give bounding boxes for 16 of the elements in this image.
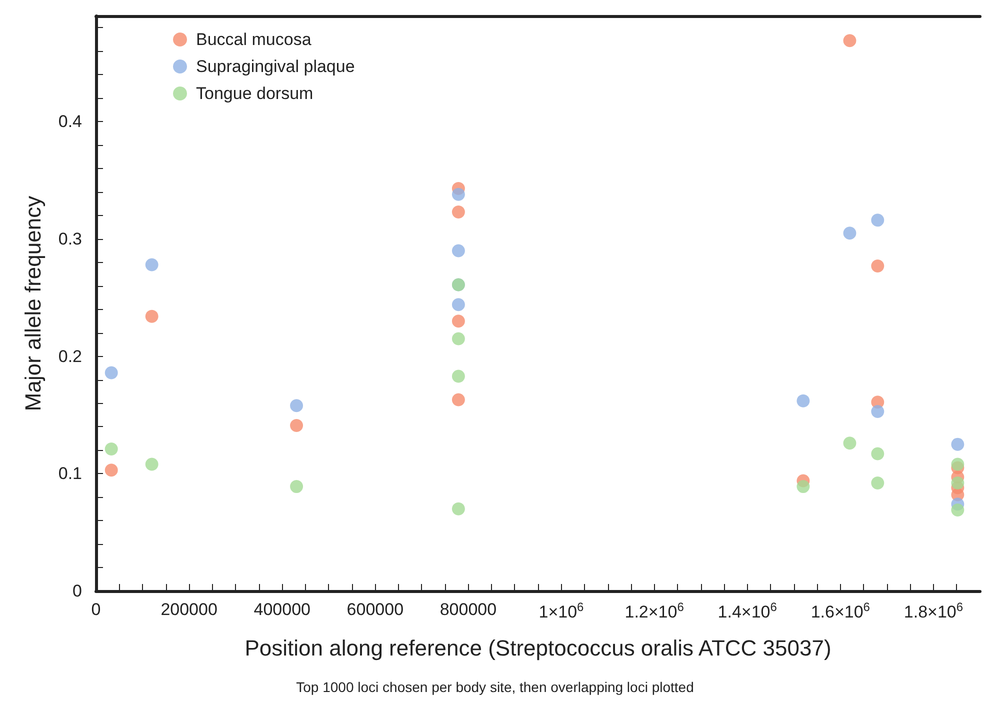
x-axis-title: Position along reference (Streptococcus oralis ATCC 35037) [244,636,832,660]
x-tick-label: 200000 [160,600,218,619]
text: Top 1000 loci chosen per body site, then overlapping loci plotted [296,679,694,695]
x-tick-label: 800000 [440,600,497,619]
legend-label: Buccal mucosa [196,30,312,49]
legend-label: Tongue dorsum [196,84,314,103]
y-tick-label: 0.4 [58,112,82,132]
y-tick-label: 0.1 [58,464,82,484]
y-tick-label: 0.3 [58,229,82,248]
y-tick-label: 0.2 [58,346,82,366]
x-tick-label: 400000 [254,600,310,619]
x-tick-label: 0 [91,600,101,619]
y-axis-title: Major allele frequency [20,196,46,412]
legend-label: Supragingival plaque [196,57,355,76]
x-tick-label: 600000 [346,600,404,619]
y-tick-label: 0 [72,582,82,600]
